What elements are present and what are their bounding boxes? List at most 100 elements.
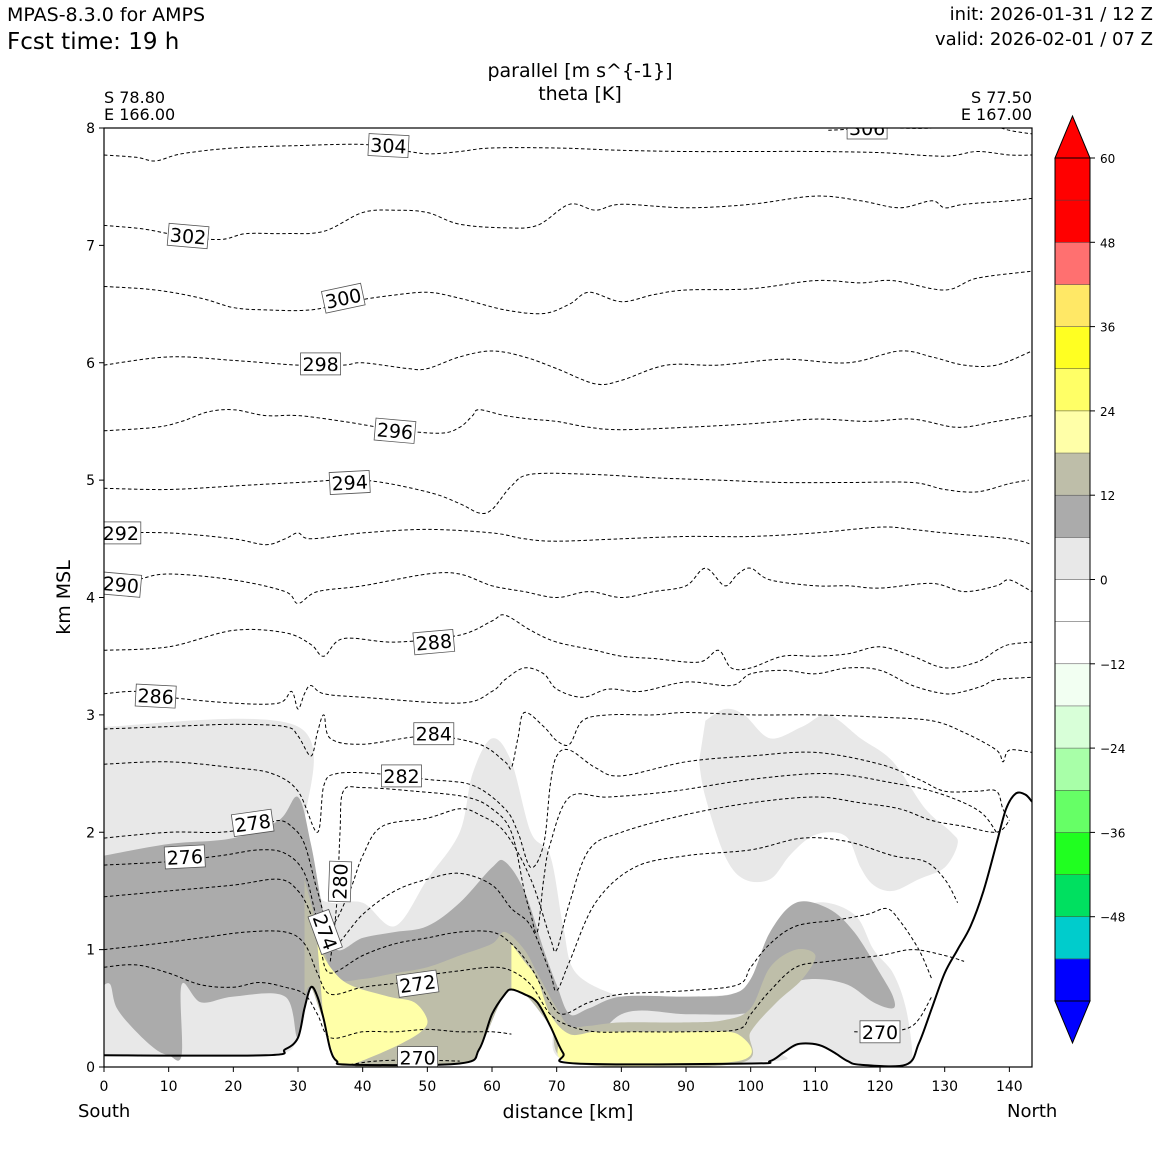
theta-contour-284 — [104, 711, 1032, 770]
theta-label-group-300: 300 — [320, 282, 366, 314]
theta-label-box-302 — [166, 222, 210, 250]
theta-contour-298 — [104, 350, 1032, 386]
theta-label-294: 294 — [331, 472, 368, 496]
init-time: init: 2026-01-31 / 12 Z — [949, 4, 1153, 25]
theta-label-group-276: 276 — [163, 844, 206, 870]
theta-label-278: 278 — [233, 810, 272, 837]
y-axis-label: km MSL — [53, 560, 75, 635]
terrain-line — [104, 791, 1032, 1067]
theta-label-group-270: 270 — [397, 1046, 439, 1067]
theta-label-302: 302 — [169, 224, 207, 249]
colorbar-over-arrow — [1054, 114, 1091, 159]
theta-label-box-294 — [328, 470, 371, 495]
colorbar-tick-label: 24 — [1100, 405, 1115, 419]
theta-label-box-274 — [307, 908, 343, 956]
theta-label-group-280: 280 — [327, 860, 353, 903]
model-name: MPAS-8.3.0 for AMPS — [7, 4, 206, 26]
colorbar-tick-label: 0 — [1100, 574, 1108, 588]
wind-shade-yellow-1 — [511, 943, 752, 1066]
theta-label-box-292 — [104, 521, 142, 545]
colorbar-segment — [1055, 663, 1090, 707]
theta-contour-304 — [104, 143, 1032, 162]
colorbar-segment — [1055, 832, 1090, 875]
colorbar-segment — [1055, 958, 1090, 1002]
theta-label-group-292: 292 — [103, 521, 142, 545]
theta-label-296: 296 — [376, 419, 414, 444]
forecast-time: Fcst time: 19 h — [7, 29, 180, 55]
x-tick-label: 90 — [677, 1079, 695, 1095]
theta-label-box-290 — [104, 571, 143, 598]
colorbar-tick-label: 36 — [1100, 321, 1115, 335]
theta-contour-300 — [104, 270, 1032, 315]
x-tick-label: 0 — [100, 1079, 109, 1095]
north-direction-label: North — [1007, 1101, 1058, 1122]
chart-subtitle: theta [K] — [538, 83, 622, 105]
colorbar-segment — [1055, 242, 1090, 285]
x-tick-label: 30 — [289, 1079, 307, 1095]
theta-label-box-280 — [327, 860, 353, 903]
theta-label-292: 292 — [103, 523, 139, 545]
y-tick-label: 7 — [86, 238, 95, 254]
theta-contour-292 — [104, 526, 1032, 546]
theta-label-box-296 — [373, 417, 417, 444]
theta-label-box-278 — [230, 808, 275, 838]
colorbar-under-arrow — [1054, 1000, 1091, 1045]
colorbar-segment — [1055, 495, 1090, 538]
plot-area: 304 302 300 298 296 294 292 290 288 286 284 282 278 2… — [103, 128, 1032, 1067]
colorbar-tick-label: 60 — [1100, 152, 1115, 166]
colorbar-segment — [1055, 621, 1090, 665]
theta-contour-290 — [104, 567, 1032, 604]
valid-time: valid: 2026-02-01 / 07 Z — [935, 29, 1153, 50]
y-tick-label: 5 — [86, 473, 95, 489]
x-tick-label: 120 — [867, 1079, 894, 1095]
theta-contour-272 — [104, 930, 965, 1033]
theta-label-box-300 — [320, 282, 366, 314]
colorbar-segment — [1055, 158, 1090, 201]
colorbar-segment — [1055, 537, 1090, 580]
theta-label-284: 284 — [416, 724, 452, 746]
colorbar-tick-label: −12 — [1100, 658, 1125, 672]
colorbar-segment — [1055, 790, 1090, 833]
y-tick-label: 8 — [86, 121, 95, 137]
theta-label-282: 282 — [383, 766, 419, 788]
theta-label-box-304 — [367, 133, 410, 159]
theta-label-box-306 — [846, 128, 888, 140]
wind-shade-olive-0 — [304, 879, 816, 1067]
wind-shade-mid-gray-0 — [104, 796, 895, 1067]
colorbar-tick-label: 48 — [1100, 236, 1115, 250]
theta-label-286: 286 — [137, 685, 174, 709]
colorbar-segment — [1055, 284, 1090, 327]
colorbar-tick-label: −24 — [1100, 742, 1125, 756]
theta-label-group-296: 296 — [373, 417, 417, 444]
y-tick-label: 2 — [86, 825, 95, 841]
y-tick-label: 0 — [86, 1060, 95, 1076]
colorbar-segment — [1055, 874, 1090, 917]
theta-label-group-304: 304 — [367, 133, 410, 159]
right-endpoint-lon: E 167.00 — [960, 105, 1032, 124]
colorbar-segment — [1055, 368, 1090, 412]
theta-label-group-290: 290 — [104, 571, 143, 598]
theta-label-276: 276 — [166, 846, 203, 870]
colorbar-segment — [1055, 200, 1090, 243]
left-endpoint-lat: S 78.80 — [104, 88, 166, 107]
y-tick-label: 1 — [86, 943, 95, 959]
theta-label-300: 300 — [323, 285, 363, 314]
theta-label-group-302: 302 — [166, 222, 210, 250]
theta-label-group-286: 286 — [134, 683, 177, 709]
theta-label-box-298 — [300, 352, 342, 376]
colorbar-segment — [1055, 748, 1090, 791]
x-tick-label: 40 — [354, 1079, 372, 1095]
theta-contour-294 — [104, 472, 1029, 515]
y-tick-label: 6 — [86, 356, 95, 372]
theta-label-box-284 — [413, 722, 455, 746]
theta-label-box-270b — [859, 1020, 901, 1044]
x-tick-label: 80 — [612, 1079, 630, 1095]
theta-label-group-270b: 270 — [859, 1020, 901, 1044]
chart-title: parallel [m s^{-1}] — [487, 60, 673, 82]
theta-label-box-276 — [163, 844, 206, 870]
x-tick-label: 140 — [996, 1079, 1023, 1095]
colorbar-segment — [1055, 705, 1090, 749]
theta-contour-272b — [104, 964, 512, 1039]
theta-contour-270 — [349, 1059, 460, 1066]
theta-contour-296 — [104, 409, 1032, 434]
